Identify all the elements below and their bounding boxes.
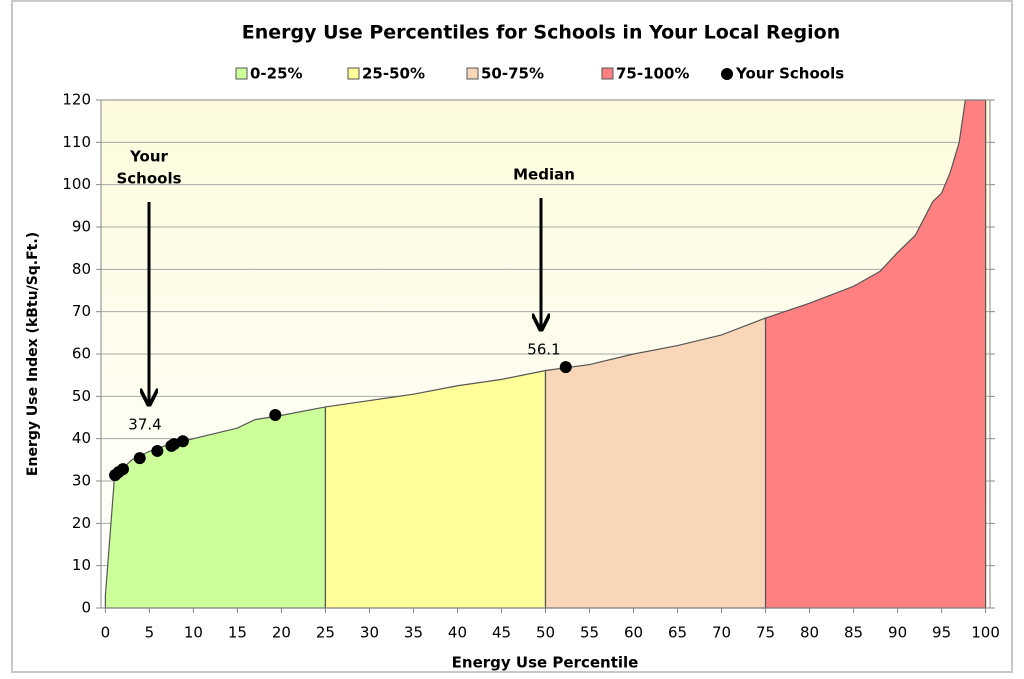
x-tick-label: 90: [888, 624, 907, 642]
x-tick-label: 0: [101, 624, 111, 642]
legend-swatch: [721, 68, 733, 80]
x-tick-label: 60: [624, 624, 643, 642]
x-tick-label: 65: [668, 624, 687, 642]
y-axis-title: Energy Use Index (kBtu/Sq.Ft.): [25, 232, 41, 476]
legend-label: 75-100%: [616, 65, 689, 83]
school-point: [133, 452, 146, 465]
x-tick-label: 100: [971, 624, 1000, 642]
area: [324, 369, 547, 609]
x-tick-label: 5: [145, 624, 155, 642]
x-tick-label: 15: [228, 624, 247, 642]
x-tick-label: 80: [800, 624, 819, 642]
x-tick-label: 95: [932, 624, 951, 642]
x-axis-title: Energy Use Percentile: [452, 654, 639, 672]
plot-frame: [100, 99, 991, 609]
y-tick-label: 60: [72, 345, 91, 363]
legend-swatch: [601, 67, 614, 80]
legend-label: 50-75%: [481, 65, 544, 83]
x-tick-label: 10: [184, 624, 203, 642]
legend-label: 0-25%: [250, 65, 303, 83]
legend-label: Your Schools: [735, 65, 844, 83]
school-point: [559, 361, 572, 374]
x-tick-label: 50: [536, 624, 555, 642]
chart-title: Energy Use Percentiles for Schools in Yo…: [242, 22, 841, 44]
y-tick-label: 40: [72, 429, 91, 447]
y-tick-label: 30: [72, 472, 91, 490]
school-point: [176, 435, 189, 448]
annotation-label: Median: [513, 166, 575, 184]
y-tick-label: 10: [72, 556, 91, 574]
x-tick-label: 35: [404, 624, 423, 642]
x-tick-label: 40: [448, 624, 467, 642]
x-tick-label: 70: [712, 624, 731, 642]
annotation-label: Your: [129, 148, 168, 166]
y-tick-label: 100: [62, 175, 91, 193]
y-tick-label: 80: [72, 260, 91, 278]
annotation-value: 56.1: [527, 341, 560, 359]
legend-swatch: [347, 67, 360, 80]
y-tick-label: 50: [72, 387, 91, 405]
annotation-value: 37.4: [128, 416, 161, 434]
x-tick-label: 55: [580, 624, 599, 642]
area: [764, 99, 987, 609]
y-tick-label: 20: [72, 514, 91, 532]
school-point: [269, 408, 282, 421]
y-tick-label: 90: [72, 218, 91, 236]
x-tick-label: 45: [492, 624, 511, 642]
annotation-label: Schools: [116, 170, 181, 188]
x-tick-label: 85: [844, 624, 863, 642]
school-point: [117, 463, 130, 476]
legend-swatch: [235, 67, 248, 80]
x-tick-label: 20: [272, 624, 291, 642]
x-tick-label: 25: [316, 624, 335, 642]
legend-label: 25-50%: [362, 65, 425, 83]
y-tick-label: 120: [62, 91, 91, 109]
y-tick-label: 0: [81, 599, 91, 617]
legend-swatch: [466, 67, 479, 80]
y-tick-label: 70: [72, 302, 91, 320]
school-point: [151, 444, 164, 457]
y-tick-label: 110: [62, 133, 91, 151]
x-tick-label: 75: [756, 624, 775, 642]
x-tick-label: 30: [360, 624, 379, 642]
